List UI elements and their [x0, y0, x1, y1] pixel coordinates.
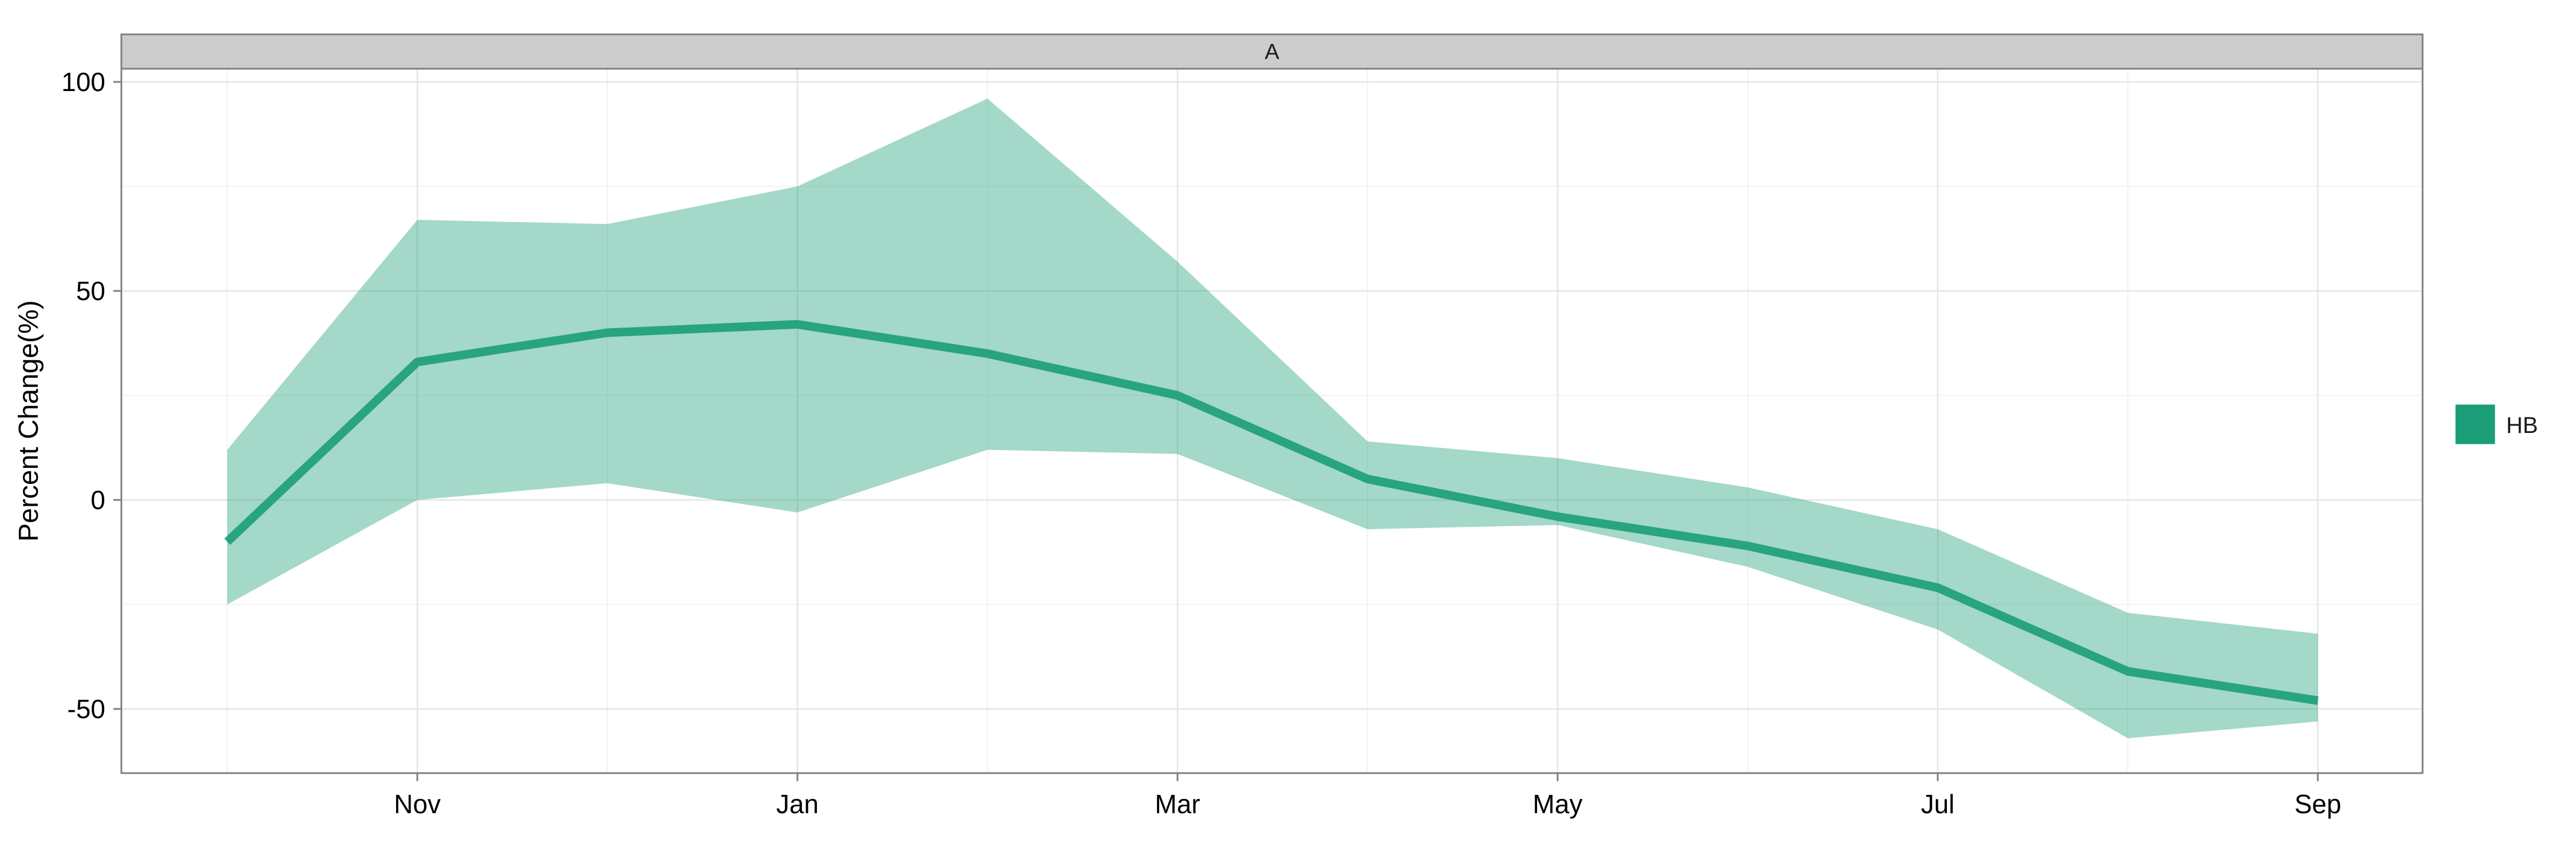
y-tick-label: 0 — [90, 485, 105, 515]
x-tick-label: May — [1533, 789, 1583, 819]
x-tick-label: Mar — [1155, 789, 1200, 819]
confidence-ribbon — [227, 98, 2318, 739]
y-tick-label: 50 — [76, 276, 105, 306]
y-axis-title: Percent Change(%) — [14, 300, 44, 542]
legend: HB — [2453, 403, 2538, 446]
x-tick-label: Sep — [2294, 789, 2341, 819]
x-tick-label: Nov — [394, 789, 441, 819]
series-layer — [224, 98, 2319, 739]
minor-gridlines — [121, 69, 2423, 773]
y-tick-label: 100 — [61, 67, 105, 97]
legend-key — [2453, 403, 2497, 446]
legend-label: HB — [2506, 413, 2538, 438]
x-axis: Nov Jan Mar May Jul Sep — [394, 773, 2341, 819]
facet-strip-label: A — [1265, 40, 1279, 64]
x-tick-label: Jan — [776, 789, 819, 819]
major-gridlines — [121, 69, 2423, 773]
x-tick-label: Jul — [1921, 789, 1955, 819]
y-tick-label: -50 — [68, 694, 105, 724]
series-line — [224, 320, 2319, 705]
y-axis: -50 0 50 100 — [61, 67, 121, 724]
facet-strip — [120, 33, 2424, 70]
